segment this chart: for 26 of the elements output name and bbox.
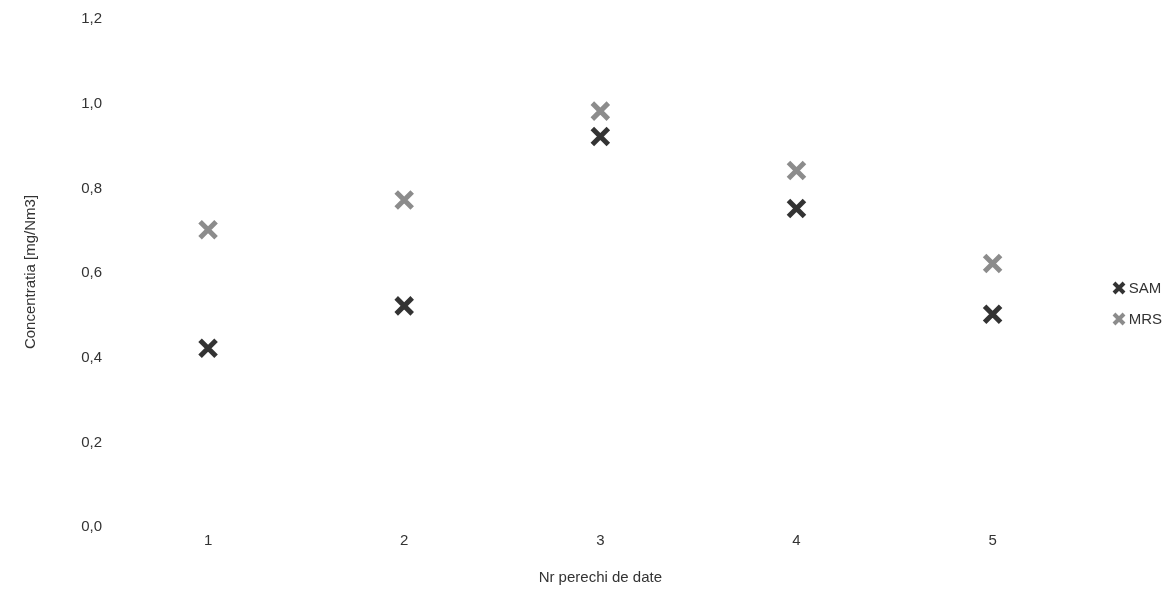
y-tick-label: 1,2 [81,9,102,27]
point [197,219,219,241]
x-tick-label: 1 [203,530,213,548]
legend-label: SAM [1128,279,1162,296]
point [785,198,807,219]
point [785,159,807,181]
y-axis-title: Concentratia [mg/Nm3] [21,194,39,350]
point [197,337,219,359]
x-axis-title: Nr perechi de date [538,568,663,585]
point [589,100,611,122]
x-tick-label: 5 [988,530,997,548]
y-tick-label: 0,0 [81,517,102,535]
legend-label: MRS [1128,310,1162,327]
y-tick-label: 0,4 [81,347,102,365]
x-tick-label: 3 [596,530,605,548]
point [393,295,415,317]
point [982,253,1004,275]
y-tick-label: 0,8 [81,178,102,196]
y-tick-label: 0,2 [81,432,102,450]
x-tick-label: 2 [400,530,409,548]
point [393,189,415,211]
y-tick-label: 1,0 [81,93,102,111]
point [589,126,611,148]
x-tick-label: 4 [792,530,801,548]
point [982,303,1004,325]
y-tick-label: 0,6 [81,263,102,281]
